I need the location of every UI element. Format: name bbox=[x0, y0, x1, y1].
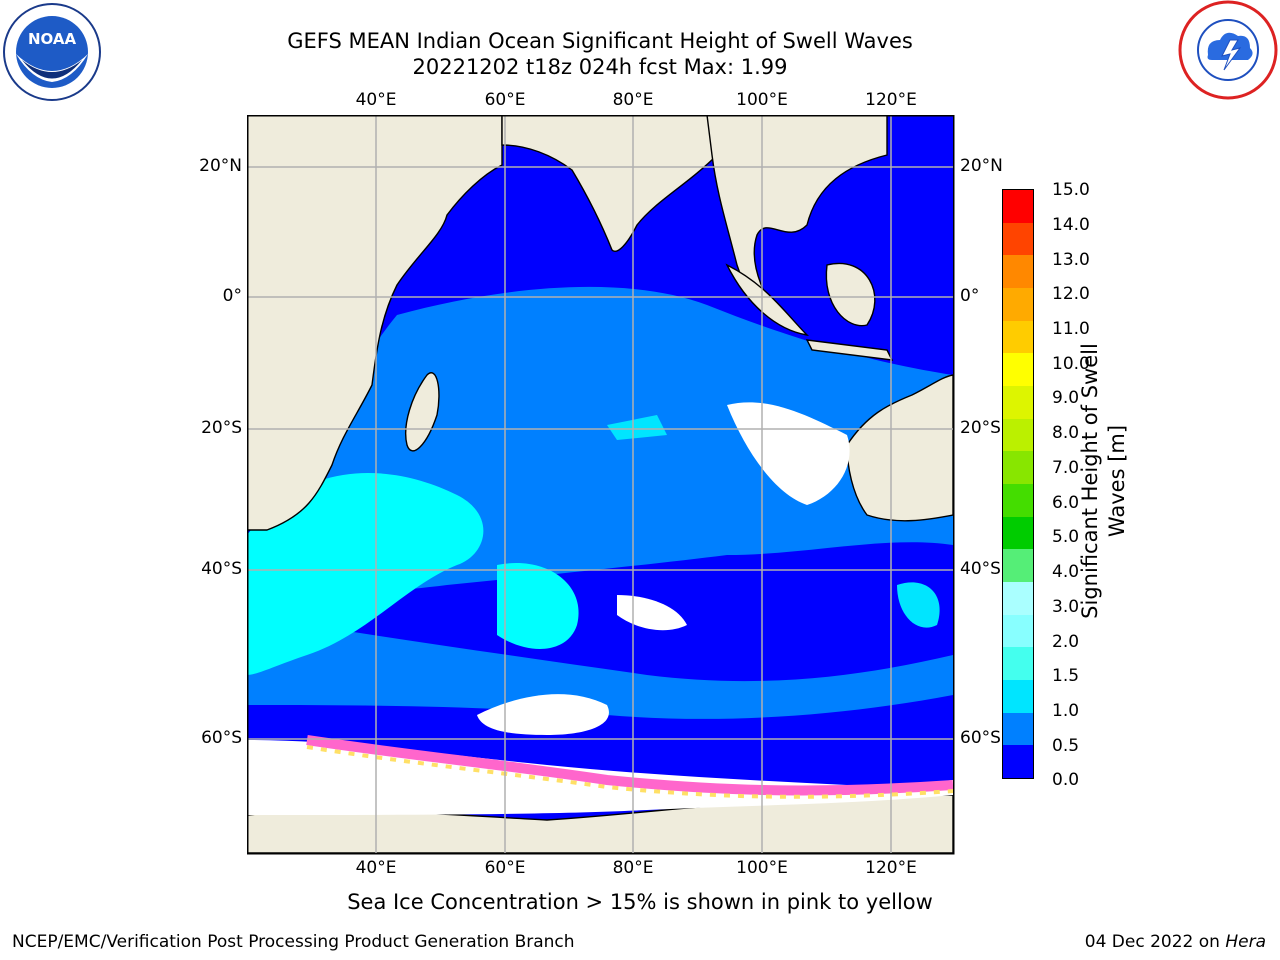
date-text: 04 Dec 2022 on bbox=[1084, 932, 1220, 952]
colorbar-tick-10: 10.0 bbox=[1052, 354, 1090, 374]
colorbar-segment bbox=[1003, 549, 1033, 582]
colorbar-segment bbox=[1003, 353, 1033, 386]
missing-data-patch-2 bbox=[477, 694, 609, 735]
colorbar-tick-13: 13.0 bbox=[1052, 250, 1090, 270]
colorbar-tick-4: 4.0 bbox=[1052, 562, 1080, 582]
land-africa bbox=[247, 115, 503, 531]
lat-label-left-20s: 20°S bbox=[201, 418, 242, 438]
lon-label-top-60e: 60°E bbox=[484, 90, 526, 110]
lat-label-left-20n: 20°N bbox=[199, 156, 242, 176]
map-frame bbox=[247, 115, 955, 855]
swell-band-high-4 bbox=[897, 582, 940, 628]
lat-label-right-60s: 60°S bbox=[960, 728, 1001, 748]
swell-band-high-3 bbox=[607, 415, 667, 440]
lon-label-bottom-100e: 100°E bbox=[736, 858, 788, 878]
colorbar-segment bbox=[1003, 614, 1033, 648]
colorbar-tick-0: 0.0 bbox=[1052, 770, 1080, 790]
colorbar-tick-0-5: 0.5 bbox=[1052, 736, 1080, 756]
lat-label-left-60s: 60°S bbox=[201, 728, 242, 748]
lon-label-top-100e: 100°E bbox=[736, 90, 788, 110]
colorbar-tick-5: 5.0 bbox=[1052, 527, 1080, 547]
colorbar-segment bbox=[1003, 320, 1033, 354]
swell-band-high bbox=[247, 472, 484, 675]
colorbar-segment bbox=[1003, 581, 1033, 615]
lat-label-right-20s: 20°S bbox=[960, 418, 1001, 438]
lon-label-bottom-120e: 120°E bbox=[865, 858, 917, 878]
colorbar-tick-15: 15.0 bbox=[1052, 180, 1090, 200]
sea-ice-band bbox=[306, 735, 953, 796]
lat-label-right-40s: 40°S bbox=[960, 559, 1001, 579]
colorbar-segment bbox=[1003, 255, 1033, 288]
colorbar-tick-3: 3.0 bbox=[1052, 597, 1080, 617]
land-borneo bbox=[825, 262, 876, 327]
noaa-logo-icon: NOAA bbox=[3, 3, 101, 101]
credit-text: NCEP/EMC/Verification Post Processing Pr… bbox=[12, 932, 575, 952]
date-stamp: 04 Dec 2022 on Hera bbox=[1085, 932, 1266, 952]
missing-data-patch-3 bbox=[617, 595, 687, 631]
land-india bbox=[501, 115, 718, 252]
lon-label-top-80e: 80°E bbox=[612, 90, 654, 110]
lat-label-right-0: 0° bbox=[960, 286, 980, 306]
colorbar-segment bbox=[1003, 516, 1033, 550]
lon-label-bottom-80e: 80°E bbox=[612, 858, 654, 878]
map-title: GEFS MEAN Indian Ocean Significant Heigh… bbox=[287, 29, 913, 53]
land-java bbox=[805, 339, 894, 361]
sea-ice-band-yellow bbox=[306, 745, 953, 799]
colorbar-segment bbox=[1003, 287, 1033, 321]
missing-data-patch bbox=[727, 402, 850, 505]
map-plot bbox=[247, 115, 955, 855]
lat-label-right-20n: 20°N bbox=[960, 156, 1003, 176]
noaa-logo: NOAA bbox=[2, 2, 102, 102]
colorbar-tick-14: 14.0 bbox=[1052, 215, 1090, 235]
svg-text:NOAA: NOAA bbox=[28, 30, 77, 48]
colorbar-tick-1: 1.0 bbox=[1052, 701, 1080, 721]
host-text: Hera bbox=[1225, 932, 1266, 952]
colorbar-segment bbox=[1003, 189, 1033, 223]
colorbar bbox=[1002, 189, 1034, 779]
colorbar-tick-1-5: 1.5 bbox=[1052, 666, 1080, 686]
colorbar-tick-2: 2.0 bbox=[1052, 632, 1080, 652]
colorbar-segment bbox=[1003, 418, 1033, 452]
colorbar-tick-11: 11.0 bbox=[1052, 319, 1090, 339]
colorbar-segment bbox=[1003, 679, 1033, 713]
map-subtitle: 20221202 t18z 024h fcst Max: 1.99 bbox=[412, 55, 788, 79]
lon-label-top-40e: 40°E bbox=[355, 90, 397, 110]
graticule bbox=[247, 115, 953, 853]
nws-logo-icon bbox=[1178, 0, 1278, 100]
sea-ice-note: Sea Ice Concentration > 15% is shown in … bbox=[347, 890, 933, 914]
colorbar-segment bbox=[1003, 712, 1033, 746]
lat-label-left-0: 0° bbox=[222, 286, 242, 306]
colorbar-segment bbox=[1003, 451, 1033, 484]
colorbar-segment bbox=[1003, 647, 1033, 680]
swell-band-mid-south bbox=[247, 615, 953, 719]
nws-logo bbox=[1178, 0, 1278, 100]
colorbar-tick-8: 8.0 bbox=[1052, 423, 1080, 443]
colorbar-segment bbox=[1003, 385, 1033, 419]
colorbar-tick-9: 9.0 bbox=[1052, 388, 1080, 408]
lat-label-left-40s: 40°S bbox=[201, 559, 242, 579]
lon-label-bottom-60e: 60°E bbox=[484, 858, 526, 878]
lon-label-top-120e: 120°E bbox=[865, 90, 917, 110]
swell-band-high-2 bbox=[497, 563, 579, 649]
colorbar-segment bbox=[1003, 745, 1033, 778]
colorbar-tick-12: 12.0 bbox=[1052, 284, 1090, 304]
colorbar-tick-6: 6.0 bbox=[1052, 493, 1080, 513]
colorbar-tick-7: 7.0 bbox=[1052, 458, 1080, 478]
colorbar-segment bbox=[1003, 483, 1033, 517]
lon-label-bottom-40e: 40°E bbox=[355, 858, 397, 878]
land-madagascar bbox=[405, 372, 440, 452]
colorbar-segment bbox=[1003, 222, 1033, 256]
